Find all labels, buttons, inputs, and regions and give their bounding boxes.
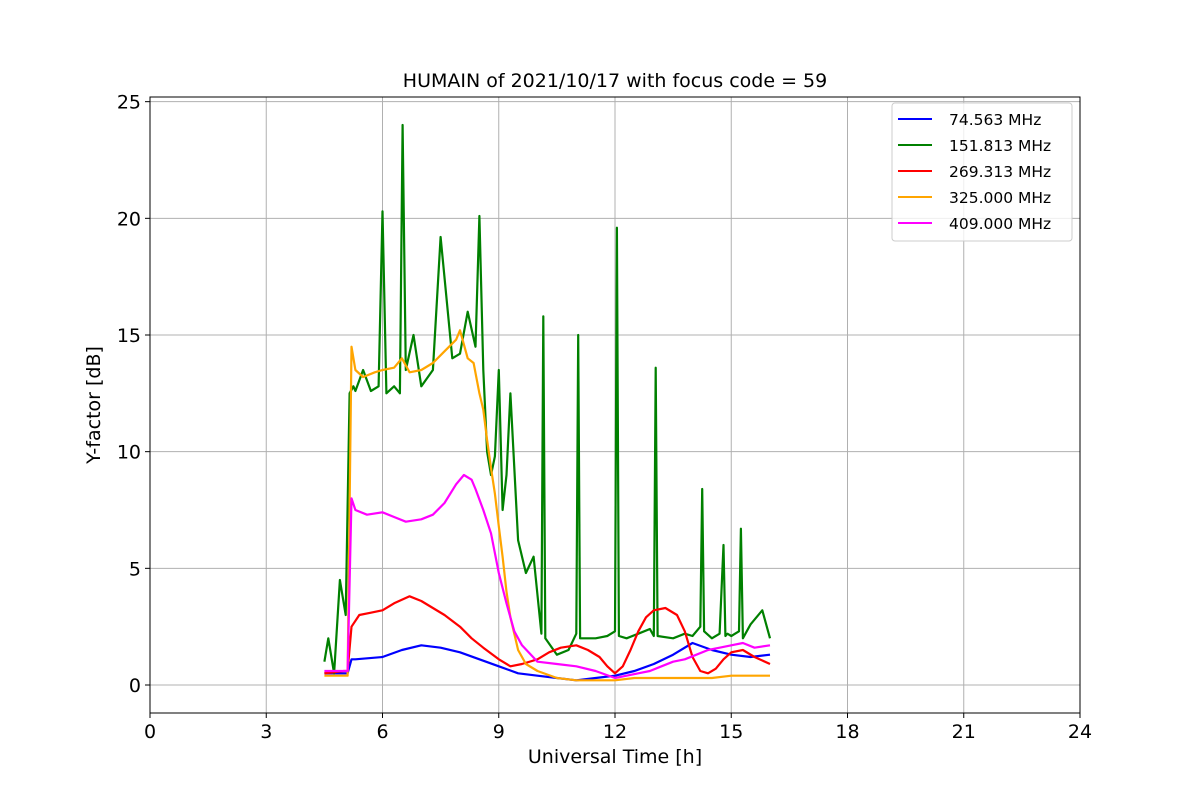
x-tick-label: 21	[952, 721, 976, 743]
y-tick-label: 25	[117, 92, 141, 114]
x-tick-label: 15	[719, 721, 743, 743]
x-tick-label: 6	[376, 721, 388, 743]
legend: 74.563 MHz 151.813 MHz 269.313 MHz 325.000 …	[891, 102, 1073, 242]
legend-entry: 409.000 MHz	[949, 215, 1051, 233]
legend-entry: 325.000 MHz	[949, 189, 1051, 207]
x-axis-label: Universal Time [h]	[528, 746, 702, 768]
x-tick-label: 18	[835, 721, 859, 743]
x-tick-label: 0	[144, 721, 156, 743]
x-tick-label: 24	[1068, 721, 1092, 743]
axis-ticks: 0 3 6 9 12 15 18 21 24 0 5 10 15 20 25	[117, 92, 1092, 743]
series-line-5	[324, 473, 771, 680]
series-line-3	[324, 595, 771, 675]
x-tick-label: 9	[493, 721, 505, 743]
plot-series	[323, 123, 772, 682]
series-line-2	[323, 123, 772, 675]
legend-entry: 151.813 MHz	[949, 137, 1051, 155]
y-tick-label: 0	[129, 675, 141, 697]
y-tick-label: 10	[117, 442, 141, 464]
x-tick-label: 3	[260, 721, 272, 743]
legend-entry: 269.313 MHz	[949, 163, 1051, 181]
y-tick-label: 5	[129, 558, 141, 580]
y-axis-label: Y-factor [dB]	[83, 346, 105, 465]
series-line-4	[324, 329, 770, 682]
legend-box	[891, 102, 1073, 242]
y-tick-label: 20	[117, 208, 141, 230]
chart-title: HUMAIN of 2021/10/17 with focus code = 5…	[403, 70, 827, 92]
legend-entry: 74.563 MHz	[949, 111, 1041, 129]
y-tick-label: 15	[117, 325, 141, 347]
x-tick-label: 12	[603, 721, 627, 743]
